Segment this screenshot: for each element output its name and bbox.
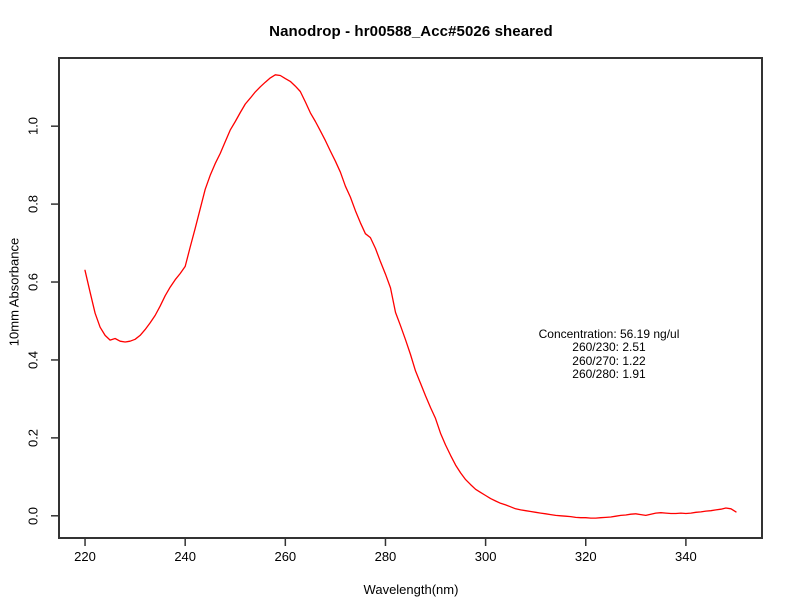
y-tick-label: 0.6 [25,272,41,292]
measurement-annotation: Concentration: 56.19 ng/ul 260/230: 2.51… [538,327,680,382]
x-tick-label: 280 [374,549,397,564]
x-tick-label: 300 [474,549,497,564]
chart-title: Nanodrop - hr00588_Acc#5026 sheared [269,23,553,40]
absorbance-curve [84,74,737,519]
x-tick-label: 240 [174,549,197,564]
y-axis-label: 10mm Absorbance [6,237,22,347]
annotation-ratio-260-270: 260/270: 1.22 [572,353,646,368]
y-tick-label: 0.0 [25,506,41,525]
x-tick-label: 260 [274,549,297,564]
x-tick-label: 340 [675,549,697,564]
y-tick-label: 0.2 [25,428,41,447]
x-tick-label: 220 [74,549,96,564]
y-tick-label: 0.8 [25,195,41,214]
annotation-ratio-260-280: 260/280: 1.91 [572,367,646,382]
x-axis-label: Wavelength(nm) [363,582,459,597]
y-tick-label: 1.0 [25,117,41,136]
annotation-ratio-260-230: 260/230: 2.51 [572,340,646,355]
annotation-concentration: Concentration: 56.19 ng/ul [538,327,680,341]
y-tick-label: 0.4 [25,350,41,369]
plot-box [58,57,763,539]
x-tick-label: 320 [574,549,597,564]
